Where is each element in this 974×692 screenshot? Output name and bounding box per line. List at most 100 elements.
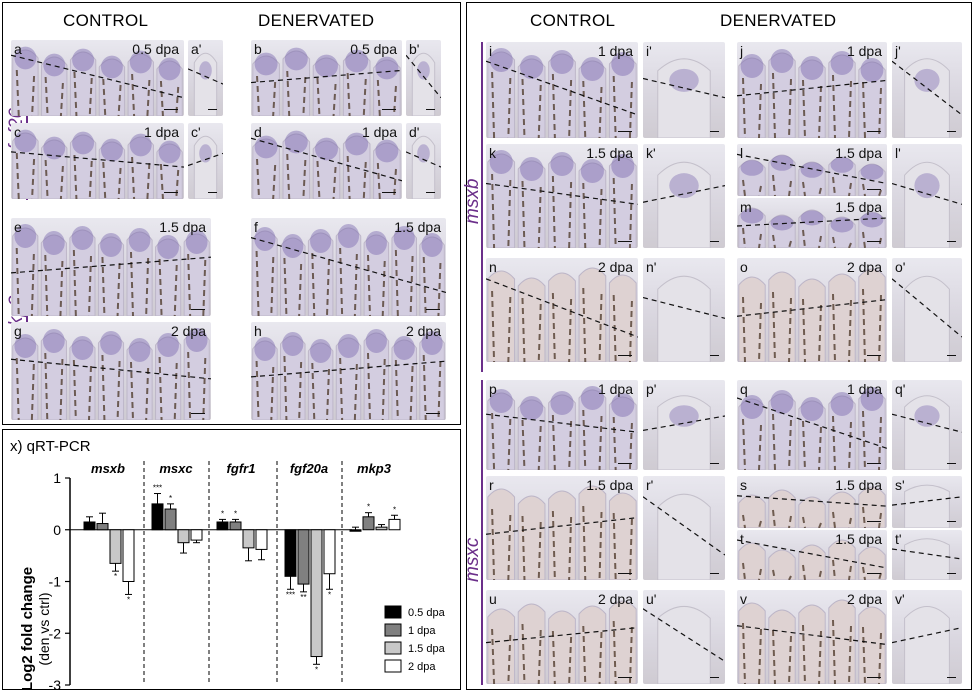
y-axis-label: Log2 fold change xyxy=(19,567,36,690)
chart-box xyxy=(2,429,461,690)
significance-stars: * xyxy=(114,572,117,581)
significance-stars: * xyxy=(367,503,370,512)
scale-bar xyxy=(191,308,205,310)
bar xyxy=(229,521,242,531)
panel-s2: s' xyxy=(892,476,962,528)
fin-image xyxy=(643,58,725,138)
significance-stars: * xyxy=(127,595,130,604)
panel-letter: b' xyxy=(409,41,420,57)
panel-letter: j' xyxy=(895,43,901,59)
panel-letter: n xyxy=(489,259,497,275)
fin-image xyxy=(737,268,887,362)
panel-r: r 1.5 dpa xyxy=(486,476,638,580)
panel-letter: p' xyxy=(646,381,657,397)
panel-timepoint: 1 dpa xyxy=(361,124,397,140)
fin-image xyxy=(188,52,223,116)
scale-bar xyxy=(164,108,178,110)
fin-image xyxy=(643,493,725,580)
significance-stars: * xyxy=(393,505,396,514)
panel-a: a 0.5 dpa xyxy=(11,40,184,116)
bar xyxy=(375,526,388,531)
panel-a2: a' xyxy=(188,40,223,116)
panel-timepoint: 1 dpa xyxy=(597,43,633,59)
fin-image xyxy=(251,224,446,316)
scale-bar xyxy=(382,191,396,193)
panel-letter: c' xyxy=(191,124,201,140)
panel-letter: u xyxy=(489,591,497,607)
panel-letter: l' xyxy=(895,145,901,161)
panel-letter: l xyxy=(740,145,744,161)
fin-image xyxy=(11,129,184,199)
panel-letter: k xyxy=(489,145,496,161)
fin-image xyxy=(406,52,441,116)
msxb-bracket xyxy=(481,42,483,372)
fin-image xyxy=(892,161,962,248)
panel-letter: o xyxy=(740,259,748,275)
panel-letter: h xyxy=(254,323,262,339)
panel-u: u 2 dpa xyxy=(486,590,638,684)
panel-letter: b xyxy=(254,41,262,57)
fin-image xyxy=(486,267,638,362)
bar xyxy=(323,529,336,575)
gene-label-msxc: msxc xyxy=(462,537,483,582)
panel-o2: o' xyxy=(892,258,962,362)
panel-letter: u' xyxy=(646,591,657,607)
header-control-right: CONTROL xyxy=(530,11,616,30)
panel-timepoint: 2 dpa xyxy=(597,259,633,275)
bar xyxy=(151,503,164,531)
scale-bar xyxy=(867,130,881,132)
fin-image xyxy=(737,539,887,580)
bar xyxy=(297,529,310,585)
legend-swatch xyxy=(384,659,402,673)
panel-letter: d' xyxy=(409,124,420,140)
panel-letter: q xyxy=(740,381,748,397)
panel-timepoint: 0.5 dpa xyxy=(132,41,179,57)
right-image-box xyxy=(466,2,972,690)
scale-bar xyxy=(867,240,881,242)
scale-bar xyxy=(867,520,881,522)
scale-bar xyxy=(710,572,719,574)
panel-k2: k' xyxy=(643,144,725,248)
legend-swatch xyxy=(384,623,402,637)
panel-timepoint: 1 dpa xyxy=(846,43,882,59)
fin-image xyxy=(11,46,184,116)
fin-image xyxy=(892,58,962,138)
chart-title: x) qRT-PCR xyxy=(10,438,91,455)
panel-timepoint: 1.5 dpa xyxy=(835,477,882,493)
panel-letter: m xyxy=(740,199,752,215)
panel-letter: n' xyxy=(646,259,657,275)
panel-letter: c xyxy=(14,124,21,140)
y-tick-label: 1 xyxy=(53,470,61,486)
y-tick-label: -1 xyxy=(49,574,62,590)
fin-image xyxy=(643,161,725,248)
panel-b: b 0.5 dpa xyxy=(251,40,402,116)
panel-timepoint: 2 dpa xyxy=(846,259,882,275)
scale-bar xyxy=(947,520,956,522)
panel-c2: c' xyxy=(188,123,223,199)
panel-e: e 1.5 dpa xyxy=(11,218,211,316)
fin-image xyxy=(486,386,638,470)
panel-letter: q' xyxy=(895,381,906,397)
significance-stars: * xyxy=(328,590,331,599)
bar xyxy=(83,521,96,531)
category-label: fgfr1 xyxy=(227,461,256,476)
panel-t2: t' xyxy=(892,530,962,580)
panel-b2: b' xyxy=(406,40,441,116)
fin-image xyxy=(486,48,638,138)
fin-image xyxy=(892,484,962,528)
panel-d2: d' xyxy=(406,123,441,199)
significance-stars: *** xyxy=(153,484,162,493)
panel-timepoint: 1 dpa xyxy=(143,124,179,140)
scale-bar xyxy=(426,308,440,310)
panel-timepoint: 1.5 dpa xyxy=(835,199,882,215)
bar xyxy=(122,529,135,582)
scale-bar xyxy=(867,572,881,574)
panel-v: v 2 dpa xyxy=(737,590,887,684)
header-control-left: CONTROL xyxy=(63,11,149,30)
panel-timepoint: 1.5 dpa xyxy=(835,531,882,547)
scale-bar xyxy=(710,462,719,464)
fin-image xyxy=(737,49,887,138)
panel-n: n 2 dpa xyxy=(486,258,638,362)
mkp3-bracket xyxy=(26,218,28,418)
scale-bar xyxy=(618,572,632,574)
